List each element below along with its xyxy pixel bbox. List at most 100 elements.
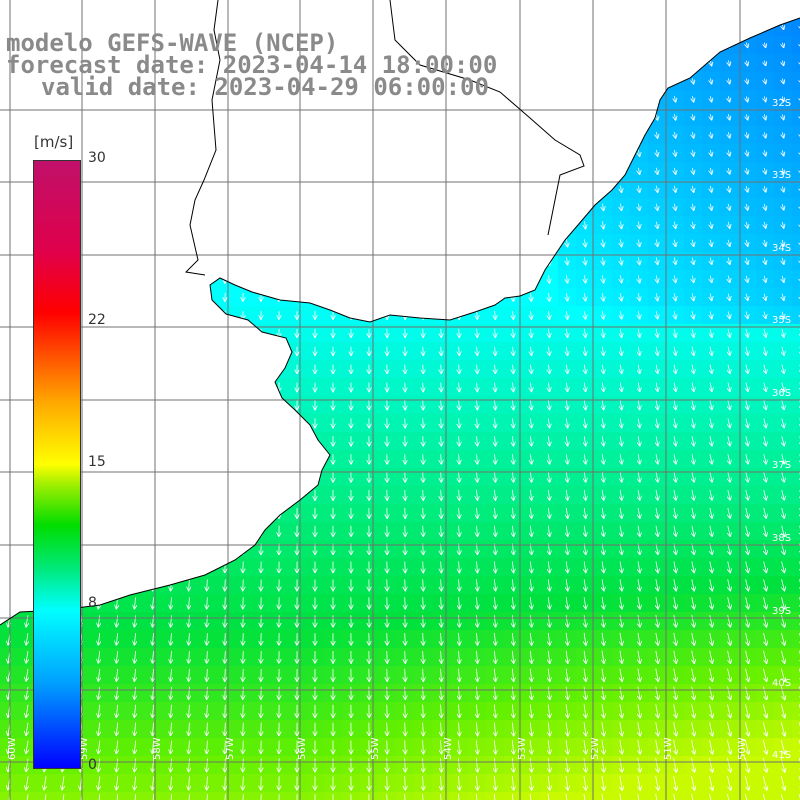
wind-speed-cell [792,756,800,775]
wind-speed-cell [792,522,800,541]
wind-speed-cell [792,36,800,55]
wind-speed-cell [792,630,800,649]
wind-speed-cell [576,792,595,800]
wind-arrow [405,597,406,608]
latitude-label: 37S [772,460,791,471]
wind-speed-cell [792,72,800,91]
wind-arrow [243,668,244,681]
wind-speed-cell [792,594,800,613]
wind-speed-cell [630,792,649,800]
wind-arrow [243,758,244,771]
wind-speed-cell [792,108,800,127]
wind-arrow [441,346,442,356]
wind-arrow [405,668,406,681]
wind-speed-cell [792,666,800,685]
longitude-label: 52W [590,737,601,760]
wind-speed-cell [792,270,800,289]
wind-speed-cell [792,342,800,361]
wind-speed-cell [792,198,800,217]
wind-speed-cell [612,792,631,800]
wind-speed-cell [522,792,541,800]
wind-speed-cell [792,702,800,721]
wind-speed-cell [486,792,505,800]
wind-speed-cell [756,792,775,800]
colorbar-tick-label: 15 [88,453,106,470]
wind-arrow [243,686,244,699]
wind-speed-cell [792,612,800,631]
longitude-label: 58W [152,737,163,760]
wind-arrow [405,579,406,590]
wind-speed-cell [792,558,800,577]
wind-speed-cell [648,792,667,800]
wind-arrow [243,776,244,789]
valid-date: valid date: 2023-04-29 06:00:00 [41,73,489,101]
longitude-label: 56W [297,737,308,760]
wind-speed-cell [720,792,739,800]
wind-speed-cell [792,54,800,73]
wind-speed-cell [792,504,800,523]
wind-speed-cell [738,792,757,800]
wind-speed-cell [792,540,800,559]
wind-speed-cell [594,792,613,800]
longitude-label: 51W [663,737,674,760]
wind-arrow [386,794,388,800]
latitude-label: 39S [772,606,791,617]
wind-speed-cell [792,774,800,793]
wind-speed-cell [792,360,800,379]
wind-arrow [423,400,424,409]
latitude-label: 34S [772,243,791,254]
latitude-label: 32S [772,98,791,109]
wind-speed-cell [792,324,800,343]
wind-speed-cell [792,648,800,667]
wind-speed-cell [792,252,800,271]
colorbar-tick-label: 8 [88,595,97,612]
latitude-label: 33S [772,170,791,181]
wind-arrow [423,489,424,500]
latitude-label: 38S [772,533,791,544]
wind-speed-cell [792,450,800,469]
wind-speed-cell [792,378,800,397]
wind-speed-cell [792,486,800,505]
wind-arrow [423,436,424,446]
colorbar-unit: [m/s] [34,133,74,151]
wind-speed-cell [792,792,800,800]
wind-speed-cell [792,720,800,739]
colorbar-tick-label: 0 [88,757,97,773]
wind-arrow [423,382,424,392]
colorbar-tick-label: 30 [88,150,106,166]
wind-speed-cell [792,306,800,325]
latitude-label: 36S [772,388,791,399]
wind-speed-cell [468,792,487,800]
wind-speed-cell [792,144,800,163]
wind-speed-cell [666,792,685,800]
wind-arrow [405,633,406,645]
wind-arrow [243,704,244,717]
wind-speed-cell [792,180,800,199]
wind-speed-cell [792,126,800,145]
wind-speed-cell [792,576,800,595]
longitude-label: 54W [443,737,454,760]
wind-arrow [405,615,406,627]
latitude-label: 40S [772,678,791,689]
wind-speed-cell [792,396,800,415]
wind-speed-cell [540,792,559,800]
wind-speed-cell [792,738,800,757]
wind-speed-cell [792,684,800,703]
longitude-label: 50W [737,737,748,760]
wind-speed-cell [792,216,800,235]
wind-speed-cell [558,792,577,800]
wind-speed-cell [792,414,800,433]
wind-speed-cell [792,18,800,37]
wind-speed-cell [774,792,793,800]
latitude-label: 35S [772,315,791,326]
wind-arrow [405,650,406,663]
colorbar [33,160,81,769]
wind-arrow [405,561,406,573]
wind-arrow [243,722,244,736]
longitude-label: 60W [7,737,18,760]
wind-speed-cell [792,90,800,109]
wind-speed-cell [792,234,800,253]
wind-speed-cell [792,468,800,487]
wind-arrow [423,418,424,427]
